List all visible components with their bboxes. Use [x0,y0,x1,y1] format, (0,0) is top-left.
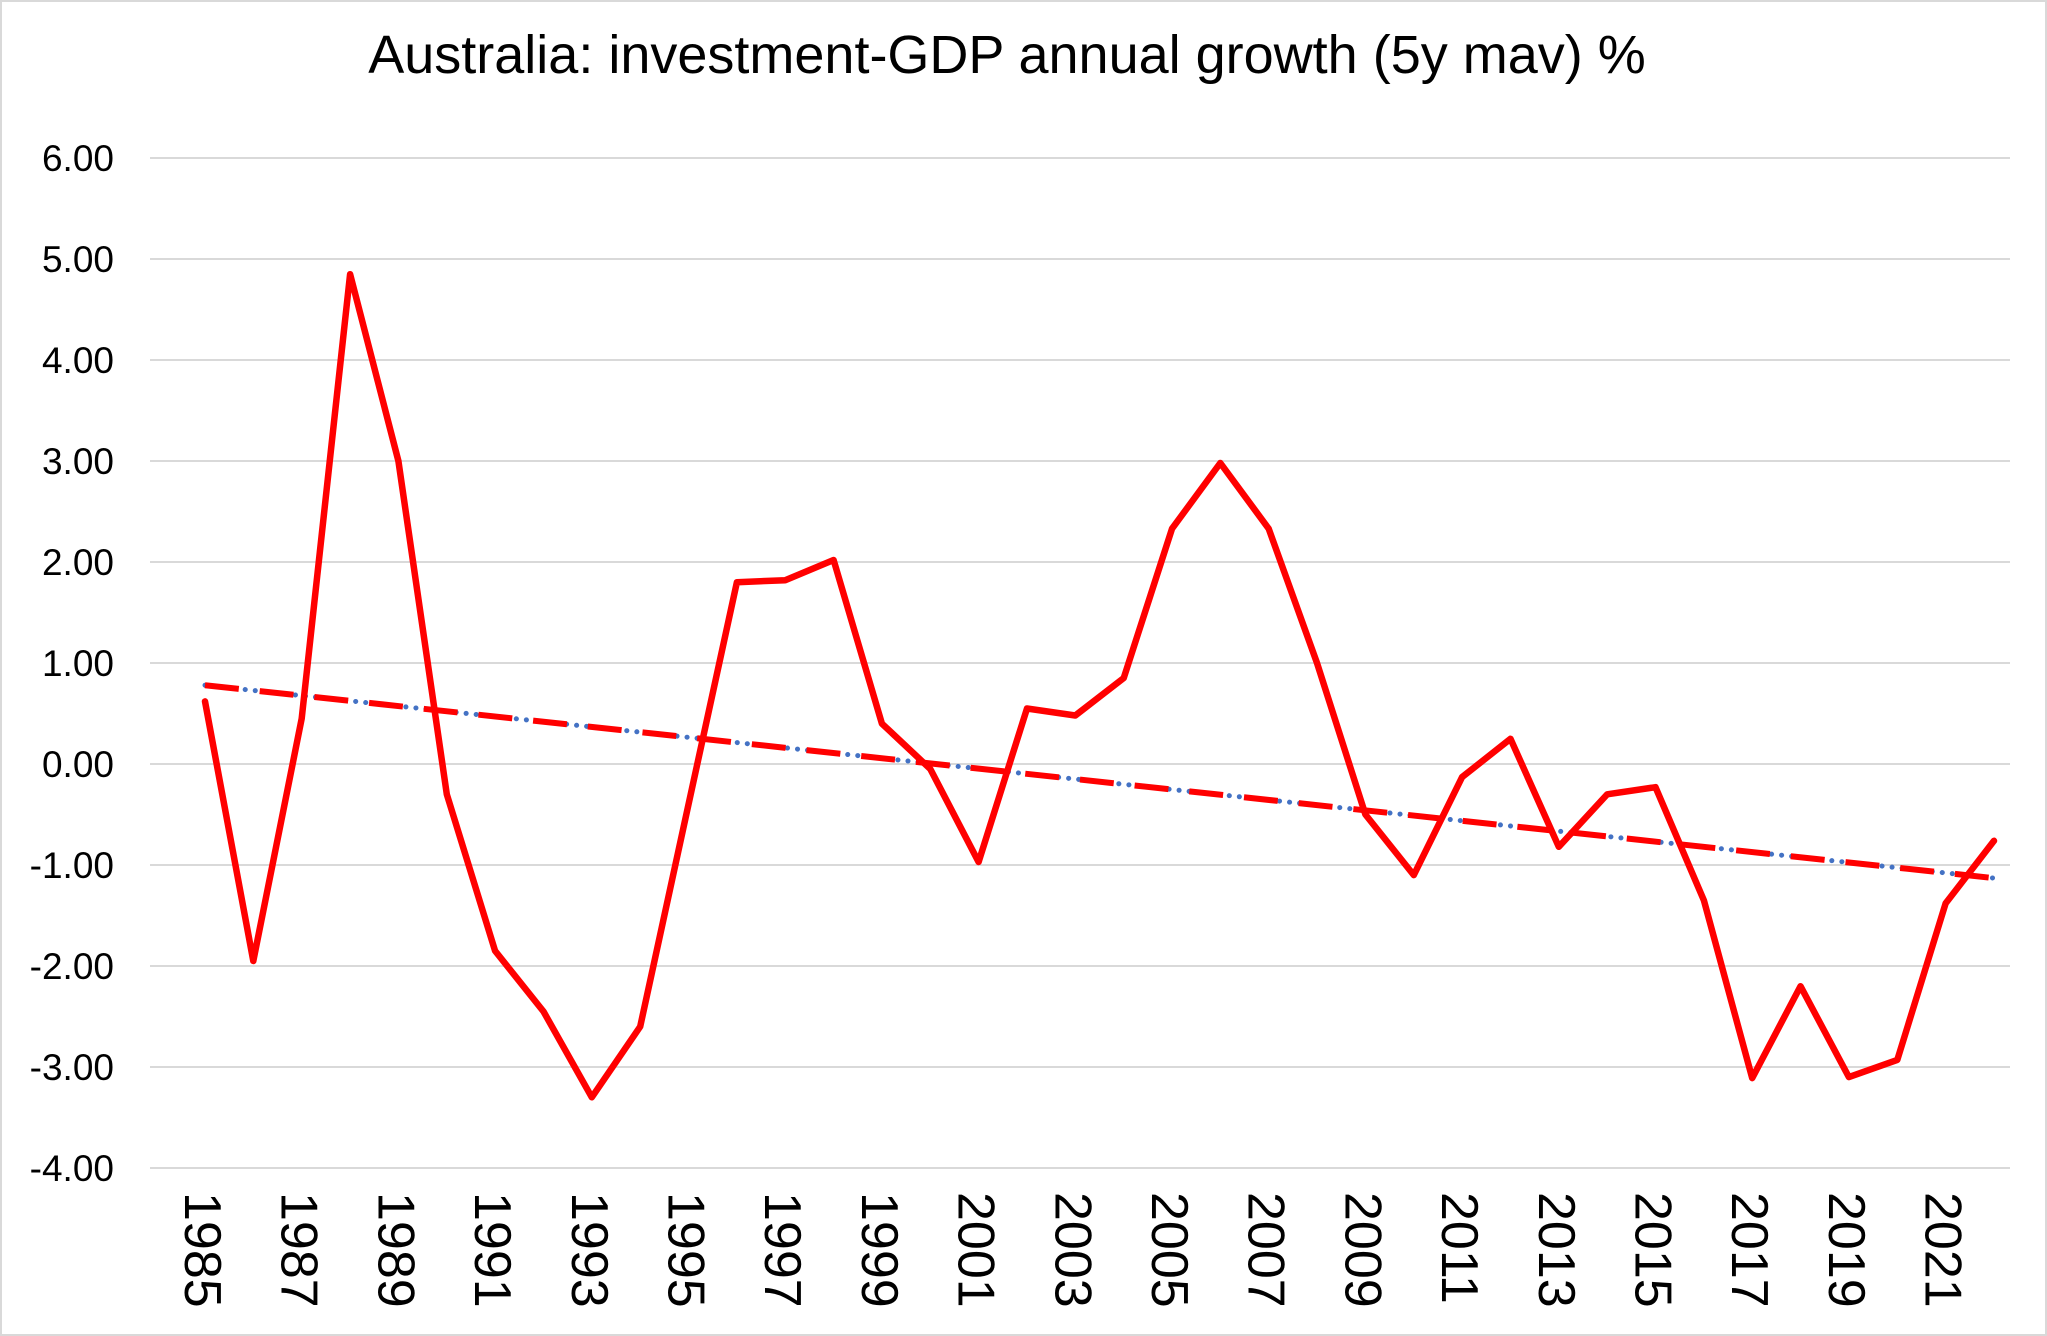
x-tick-label: 1989 [366,1192,424,1308]
y-tick-label: 6.00 [42,138,114,179]
data-series-line [201,270,1998,1101]
x-tick-label: 1999 [850,1192,908,1308]
x-tick-label: 1995 [657,1192,715,1308]
x-tick-label: 1993 [560,1192,618,1308]
y-tick-label: 3.00 [42,441,114,482]
x-tick-label: 2011 [1430,1192,1488,1304]
y-tick-label: 5.00 [42,239,114,280]
x-axis-tick-labels: 1985 1987 1989 1991 1993 1995 1997 1999 2001 2003… [173,1192,1972,1308]
gridlines [150,157,2010,1169]
x-tick-label: 2007 [1237,1192,1295,1308]
x-tick-label: 2013 [1527,1192,1585,1308]
x-tick-label: 2015 [1624,1192,1682,1308]
series-polyline [201,270,1998,1101]
y-tick-label: -4.00 [30,1148,114,1189]
x-tick-label: 2021 [1914,1192,1972,1308]
x-tick-label: 2009 [1333,1192,1391,1308]
x-tick-label: 2001 [947,1192,1005,1308]
y-tick-label: 0.00 [42,744,114,785]
y-tick-label: 1.00 [42,643,114,684]
x-tick-label: 1997 [753,1192,811,1308]
y-tick-label: -2.00 [30,946,114,987]
trend-line [202,682,1997,882]
y-tick-label: -3.00 [30,1047,114,1088]
y-tick-label: -1.00 [30,845,114,886]
x-tick-label: 1987 [270,1192,328,1308]
x-tick-label: 1985 [173,1192,231,1308]
y-tick-label: 2.00 [42,542,114,583]
chart-title: Australia: investment-GDP annual growth … [368,25,1646,85]
trend-line-red-dashes [204,682,1995,882]
y-axis-tick-labels: 6.00 5.00 4.00 3.00 2.00 1.00 0.00 -1.00 -2.00 -3… [30,138,114,1189]
x-tick-label: 2019 [1817,1192,1875,1308]
x-tick-label: 2017 [1720,1192,1778,1308]
x-tick-label: 2003 [1043,1192,1101,1308]
x-tick-label: 2005 [1140,1192,1198,1308]
x-tick-label: 1991 [463,1192,521,1308]
y-tick-label: 4.00 [42,340,114,381]
